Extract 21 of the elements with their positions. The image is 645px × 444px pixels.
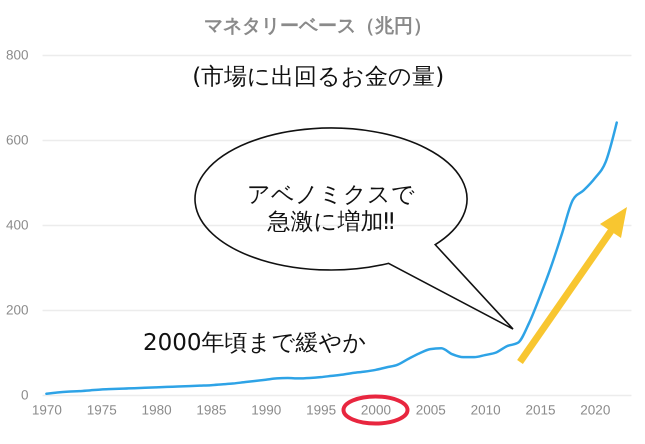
x-tick-label: 2010 — [470, 402, 501, 418]
x-tick-label: 1995 — [306, 402, 336, 418]
y-tick-label: 800 — [6, 48, 28, 62]
x-tick-label: 1990 — [251, 402, 282, 418]
y-tick-label: 600 — [6, 132, 28, 148]
x-tick-label: 2005 — [416, 402, 446, 418]
annotation: アベノミクスで急激に増加‼ — [247, 182, 415, 235]
y-tick-label: 200 — [6, 302, 28, 318]
chart-subtitle: (市場に出回るお金の量) — [192, 64, 444, 90]
x-tick-label: 1975 — [86, 402, 117, 418]
y-tick-label: 0 — [20, 388, 28, 402]
line-series — [45, 121, 618, 395]
x-tick-label: 2015 — [525, 402, 556, 418]
x-tick-label: 1970 — [32, 402, 62, 418]
x-tick-label: 2020 — [580, 402, 610, 418]
x-tick-label: 1985 — [196, 402, 226, 418]
annotation: 2000年頃まで緩やか — [143, 330, 367, 356]
x-tick-label: 2000 — [360, 402, 391, 418]
chart-title: マネタリーベース（兆円） — [204, 15, 432, 37]
y-tick-label: 400 — [6, 218, 28, 232]
x-tick-label: 1980 — [142, 402, 172, 418]
